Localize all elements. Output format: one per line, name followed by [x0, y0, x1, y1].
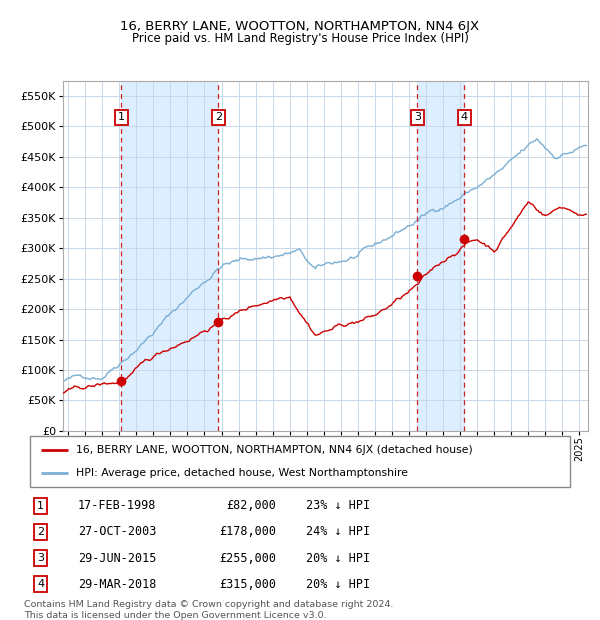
Bar [418, 81, 464, 431]
Text: 16, BERRY LANE, WOOTTON, NORTHAMPTON, NN4 6JX: 16, BERRY LANE, WOOTTON, NORTHAMPTON, NN… [121, 20, 479, 33]
Text: £82,000: £82,000 [226, 500, 276, 512]
Text: 2: 2 [37, 527, 44, 537]
Text: 4: 4 [37, 579, 44, 589]
Text: 1: 1 [37, 501, 44, 511]
Text: 23% ↓ HPI: 23% ↓ HPI [306, 500, 370, 512]
Bar [121, 81, 218, 431]
Text: 3: 3 [414, 112, 421, 122]
Text: £315,000: £315,000 [219, 578, 276, 590]
Text: 20% ↓ HPI: 20% ↓ HPI [306, 578, 370, 590]
Text: 4: 4 [461, 112, 468, 122]
Text: 16, BERRY LANE, WOOTTON, NORTHAMPTON, NN4 6JX (detached house): 16, BERRY LANE, WOOTTON, NORTHAMPTON, NN… [76, 445, 473, 454]
Text: 2: 2 [215, 112, 222, 122]
Text: £178,000: £178,000 [219, 526, 276, 538]
Text: 20% ↓ HPI: 20% ↓ HPI [306, 552, 370, 564]
Text: Contains HM Land Registry data © Crown copyright and database right 2024.
This d: Contains HM Land Registry data © Crown c… [24, 600, 394, 619]
Text: 24% ↓ HPI: 24% ↓ HPI [306, 526, 370, 538]
Text: 17-FEB-1998: 17-FEB-1998 [78, 500, 157, 512]
Text: 29-MAR-2018: 29-MAR-2018 [78, 578, 157, 590]
Text: HPI: Average price, detached house, West Northamptonshire: HPI: Average price, detached house, West… [76, 468, 408, 478]
Text: 3: 3 [37, 553, 44, 563]
Text: 27-OCT-2003: 27-OCT-2003 [78, 526, 157, 538]
Text: 29-JUN-2015: 29-JUN-2015 [78, 552, 157, 564]
Text: 1: 1 [118, 112, 125, 122]
Text: Price paid vs. HM Land Registry's House Price Index (HPI): Price paid vs. HM Land Registry's House … [131, 32, 469, 45]
Text: £255,000: £255,000 [219, 552, 276, 564]
